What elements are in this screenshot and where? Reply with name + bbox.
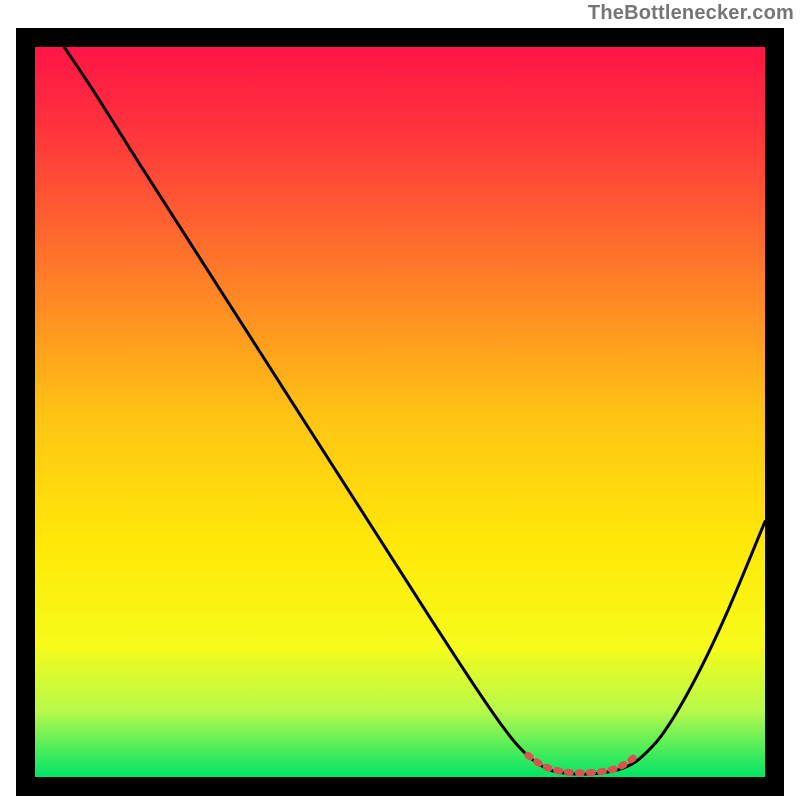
curve-overlay <box>35 47 765 777</box>
plot-area <box>35 47 765 777</box>
watermark-text: TheBottlenecker.com <box>588 2 794 25</box>
chart-frame <box>16 28 784 796</box>
bottleneck-curve <box>64 47 765 774</box>
chart-container: TheBottlenecker.com <box>0 0 800 800</box>
